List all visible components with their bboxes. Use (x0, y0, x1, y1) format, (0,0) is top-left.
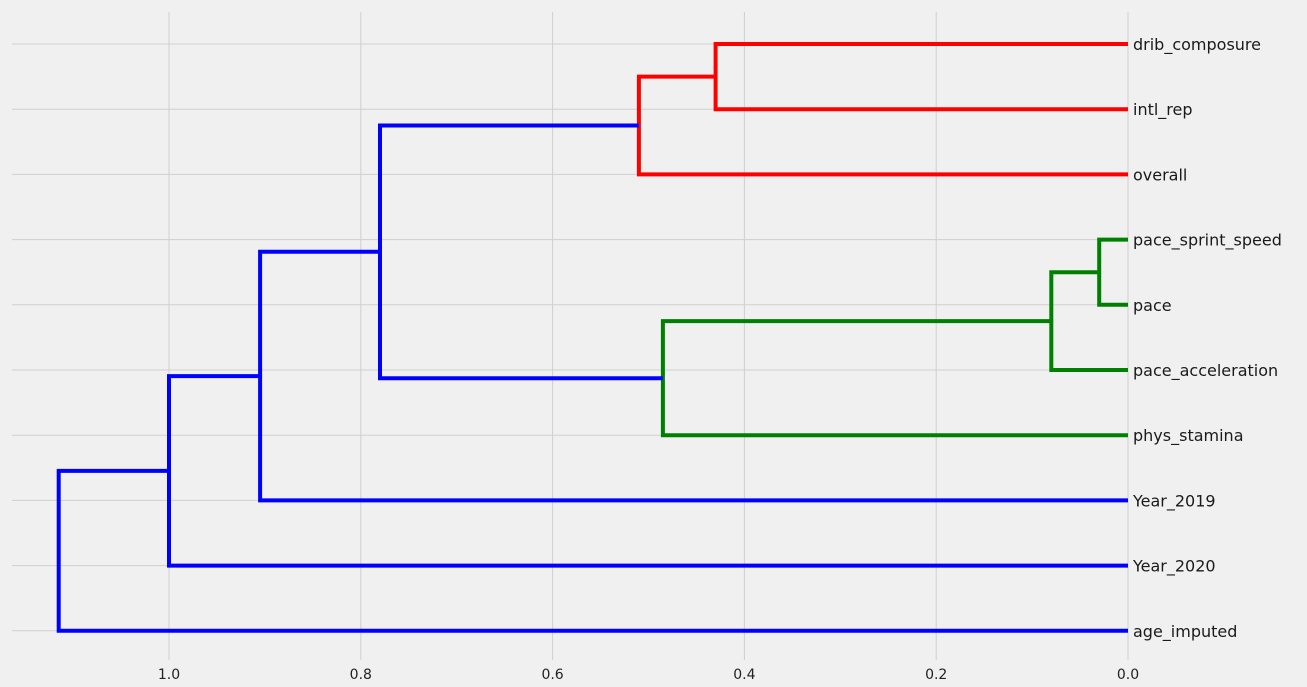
leaf-label-pace: pace (1133, 296, 1172, 315)
leaf-label-pace-sprint-speed: pace_sprint_speed (1133, 231, 1282, 251)
leaf-label-intl-rep: intl_rep (1133, 100, 1193, 120)
x-tick-label-2: 0.6 (541, 667, 563, 683)
links-layer (56, 42, 1128, 633)
x-tick-label-4: 0.2 (925, 667, 947, 683)
x-tick-label-3: 0.4 (733, 667, 755, 683)
leaf-label-age-imputed: age_imputed (1133, 622, 1237, 642)
x-axis-ticks-layer: 1.0 0.8 0.6 0.4 0.2 0.0 (158, 667, 1139, 683)
x-tick-label-1: 0.8 (350, 667, 372, 683)
x-tick-label-5: 0.0 (1117, 667, 1139, 683)
leaf-label-phys-stamina: phys_stamina (1133, 426, 1244, 446)
leaf-label-drib-composure: drib_composure (1133, 35, 1261, 55)
x-tick-label-0: 1.0 (158, 667, 180, 683)
leaf-label-year-2019: Year_2019 (1132, 491, 1216, 511)
leaf-label-pace-acceleration: pace_acceleration (1133, 361, 1278, 381)
leaf-label-overall: overall (1133, 165, 1187, 184)
link-m9 (56, 468, 1128, 633)
leaf-label-year-2020: Year_2020 (1132, 557, 1216, 577)
